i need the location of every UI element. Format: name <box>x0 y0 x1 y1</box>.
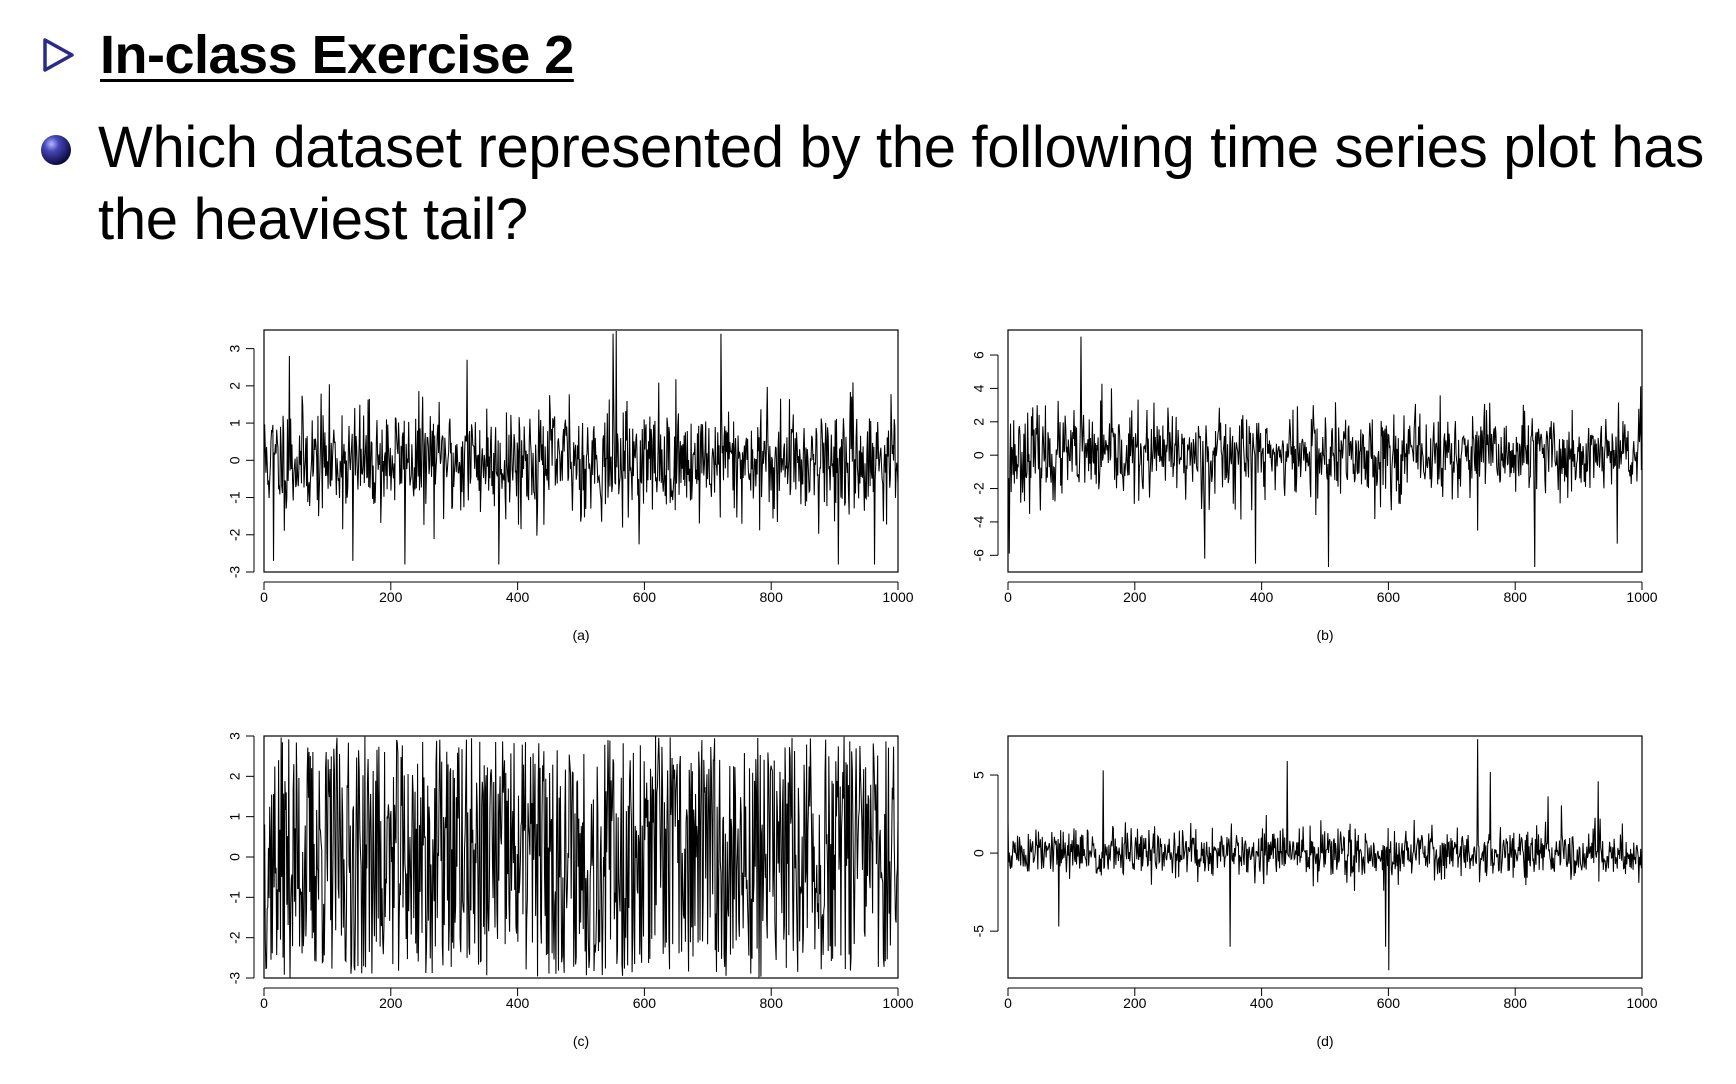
y-tick-label: 2 <box>227 772 243 780</box>
x-tick-label: 400 <box>506 995 530 1011</box>
y-tick-label: 0 <box>971 849 987 857</box>
x-tick-label: 0 <box>260 589 268 605</box>
plot-c-svg: 0 200 400 600 800 1000 -3 -2 -1 0 1 2 3 (c) <box>227 732 914 1049</box>
y-tick-label: -6 <box>971 549 987 562</box>
chart-d: 0 200 400 600 800 1000 -5 0 5 (d) <box>962 714 1662 1084</box>
y-tick-label: 1 <box>227 813 243 821</box>
y-tick-label: -1 <box>227 891 243 904</box>
triangle-outline-icon <box>43 38 74 72</box>
x-tick-label: 600 <box>1377 995 1401 1011</box>
chart-caption: (d) <box>1316 1033 1333 1049</box>
plot-a-svg: 0 200 400 600 800 1000 -3 -2 -1 0 1 2 3 (a) <box>227 329 914 643</box>
y-tick-label: 1 <box>227 419 243 427</box>
x-tick-label: 200 <box>379 995 403 1011</box>
x-tick-label: 1000 <box>1626 995 1657 1011</box>
series-line <box>1007 739 1643 971</box>
y-tick-label: -3 <box>227 566 243 579</box>
question-bullet: Which dataset represented by the followi… <box>38 112 1718 256</box>
y-tick-label: -2 <box>227 931 243 944</box>
y-tick-label: 2 <box>971 418 987 426</box>
x-tick-label: 600 <box>633 589 657 605</box>
x-tick-label: 400 <box>506 589 530 605</box>
chart-a: 0 200 400 600 800 1000 -3 -2 -1 0 1 2 3 (a) <box>218 308 918 708</box>
y-tick-label: -5 <box>971 925 987 938</box>
y-tick-label: 5 <box>971 771 987 779</box>
series-line <box>263 736 899 978</box>
chart-caption: (c) <box>573 1033 589 1049</box>
plot-frame <box>1007 735 1643 979</box>
series-line <box>1007 336 1643 567</box>
x-tick-label: 800 <box>760 995 784 1011</box>
plot-d-svg: 0 200 400 600 800 1000 -5 0 5 (d) <box>971 735 1658 1049</box>
plot-b-svg: 0 200 400 600 800 1000 -6 -4 -2 0 2 4 6 (b) <box>971 329 1658 643</box>
y-tick-label: 3 <box>227 732 243 740</box>
chart-c: 0 200 400 600 800 1000 -3 -2 -1 0 1 2 3 (c) <box>218 714 918 1084</box>
y-tick-label: 0 <box>971 451 987 459</box>
y-tick-label: -1 <box>227 491 243 504</box>
y-tick-label: 0 <box>227 853 243 861</box>
x-tick-label: 200 <box>1123 995 1147 1011</box>
x-tick-label: 800 <box>1504 589 1528 605</box>
x-tick-label: 0 <box>1004 995 1012 1011</box>
x-tick-label: 200 <box>1123 589 1147 605</box>
y-tick-label: -3 <box>227 972 243 985</box>
x-tick-label: 200 <box>379 589 403 605</box>
x-tick-label: 1000 <box>882 589 913 605</box>
x-tick-label: 0 <box>260 995 268 1011</box>
y-tick-label: 3 <box>227 345 243 353</box>
y-tick-label: 2 <box>227 382 243 390</box>
series-line <box>263 331 899 565</box>
x-tick-label: 1000 <box>1626 589 1657 605</box>
title-row: In-class Exercise 2 <box>40 24 574 86</box>
x-tick-label: 600 <box>1377 589 1401 605</box>
chart-caption: (a) <box>572 627 589 643</box>
chart-b: 0 200 400 600 800 1000 -6 -4 -2 0 2 4 6 (b) <box>962 308 1662 708</box>
question-text: Which dataset represented by the followi… <box>98 115 1704 252</box>
slide-title: In-class Exercise 2 <box>100 25 574 85</box>
y-tick-label: -4 <box>971 515 987 528</box>
plot-frame <box>1007 329 1643 573</box>
x-tick-label: 400 <box>1250 589 1274 605</box>
sphere-bullet-icon <box>41 135 71 165</box>
x-tick-label: 400 <box>1250 995 1274 1011</box>
x-tick-label: 0 <box>1004 589 1012 605</box>
x-tick-label: 600 <box>633 995 657 1011</box>
x-tick-label: 1000 <box>882 995 913 1011</box>
x-tick-label: 800 <box>760 589 784 605</box>
y-tick-label: -2 <box>227 528 243 541</box>
y-tick-label: 6 <box>971 351 987 359</box>
x-tick-label: 800 <box>1504 995 1528 1011</box>
chart-caption: (b) <box>1316 627 1333 643</box>
y-tick-label: -2 <box>971 482 987 495</box>
y-tick-label: 0 <box>227 456 243 464</box>
y-tick-label: 4 <box>971 384 987 392</box>
